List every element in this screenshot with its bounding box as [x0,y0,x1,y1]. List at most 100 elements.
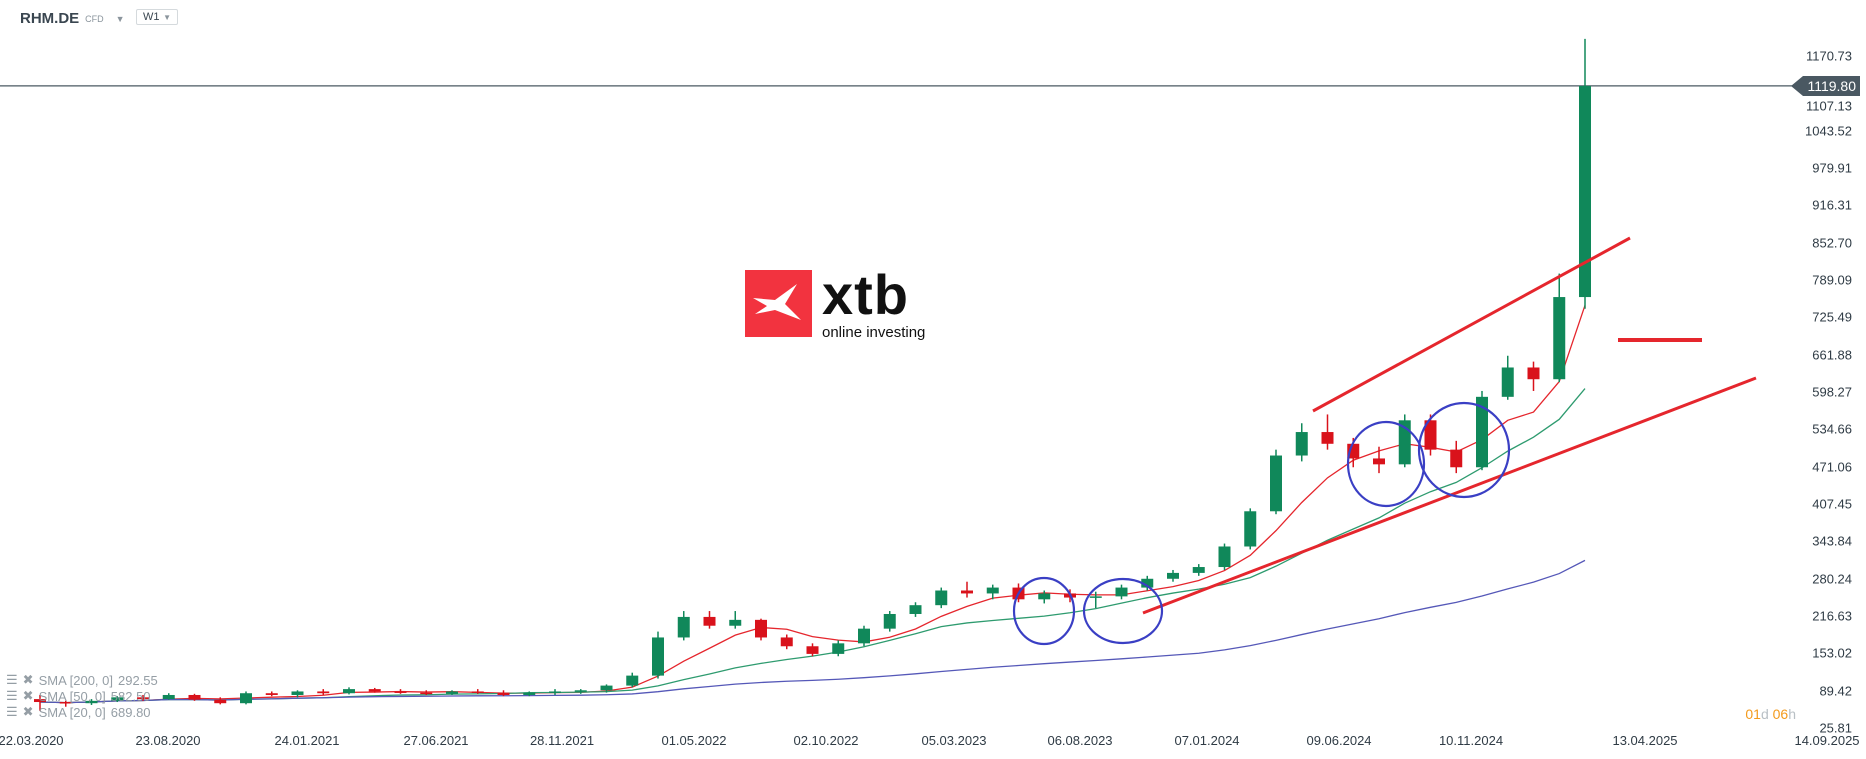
candle-body [652,637,664,676]
x-tick-label: 14.09.2025 [1794,733,1860,748]
y-tick-label: 534.66 [1812,421,1852,437]
x-tick-label: 01.05.2022 [661,733,727,748]
logo-tagline: online investing [822,324,926,341]
legend-sma200[interactable]: ☰ ✖ SMA [200, 0] 292.55 [6,672,158,688]
candle-body [1579,85,1591,298]
x-tick-label: 24.01.2021 [274,733,340,748]
sma-20-line [39,305,1586,704]
x-tick-label: 02.10.2022 [793,733,859,748]
close-icon[interactable]: ✖ [22,688,34,703]
legend-sma50[interactable]: ☰ ✖ SMA [50, 0] 582.50 [6,688,151,704]
candle-body [935,590,948,606]
countdown-days: 01 [1745,706,1761,722]
legend-label: SMA [200, 0] [38,672,113,688]
highlight-circle [1346,420,1426,508]
y-tick-label: 725.49 [1812,309,1852,325]
candle-body [420,692,433,695]
candle-body [34,699,46,703]
legend-label: SMA [50, 0] [38,688,106,704]
x-tick-label: 23.08.2020 [135,733,201,748]
x-tick-label: 27.06.2021 [403,733,469,748]
chevron-down-icon: ▼ [163,12,171,22]
candle-body [1321,432,1334,444]
close-icon[interactable]: ✖ [22,704,34,719]
candle-body [832,643,845,654]
x-tick-label: 09.06.2024 [1306,733,1372,748]
x-tick-label: 10.11.2024 [1438,733,1504,748]
candle-body [1527,367,1540,380]
candle-body [883,613,896,629]
candle-body [497,692,510,695]
x-tick-label: 13.04.2025 [1612,733,1678,748]
y-tick-label: 979.91 [1812,160,1852,176]
candle-body [240,693,252,704]
drag-handle-icon[interactable]: ☰ [6,672,18,687]
countdown-d: d [1760,706,1769,722]
y-tick-label: 89.42 [1819,683,1852,699]
candle-body [1424,420,1437,450]
candle-body [1553,297,1566,380]
x-tick-label: 28.11.2021 [529,733,595,748]
upper-trendline [1312,236,1631,413]
candle-body [317,691,330,694]
chevron-down-icon[interactable]: ▼ [115,13,125,24]
candle-body [343,689,355,694]
candle-body [162,694,175,700]
timeframe-select[interactable]: W1 ▼ [136,9,178,25]
countdown-hours: 06 [1772,706,1789,722]
close-icon[interactable]: ✖ [22,672,34,687]
candle-body [85,700,98,704]
candle-body [858,628,870,644]
candle-body [291,691,304,695]
candle-body [600,685,613,691]
candle-body [1270,455,1282,512]
symbol-name: RHM.DE [20,10,80,27]
current-price-tag: 1119.80 [1791,76,1860,96]
candle-body [446,691,458,694]
candle-body [574,690,587,692]
drag-handle-icon[interactable]: ☰ [6,704,18,719]
candle-body [1141,578,1154,588]
candle-body [729,619,742,626]
y-tick-label: 1170.73 [1805,48,1852,64]
candle-body [111,697,124,701]
symbol-header[interactable]: RHM.DE CFD ▼ [20,10,125,27]
y-tick-label: 280.24 [1812,571,1852,587]
y-tick-label: 852.70 [1812,235,1852,251]
candle-body [1089,596,1102,598]
candle-body [549,691,561,693]
candle-body [780,637,793,647]
candle-body [1167,572,1179,579]
candle-body [1244,511,1257,547]
candle-body [137,697,149,700]
legend-sma20[interactable]: ☰ ✖ SMA [20, 0] 689.80 [6,704,151,720]
x-tick-label: 05.03.2023 [921,733,987,748]
y-tick-label: 789.09 [1812,272,1852,288]
legend-value: 689.80 [110,704,151,720]
x-tick-label: 06.08.2023 [1047,733,1113,748]
candle-body [703,616,716,626]
y-tick-label: 471.06 [1812,459,1852,475]
legend-value: 582.50 [110,688,151,704]
drag-handle-icon[interactable]: ☰ [6,688,18,703]
y-tick-label: 661.88 [1812,347,1852,363]
legend-label: SMA [20, 0] [38,704,106,720]
candle-body [1115,587,1128,597]
x-tick-label: 22.03.2020 [0,733,64,748]
y-tick-label: 916.31 [1812,197,1852,213]
candle-body [1373,458,1385,465]
highlight-circle [1012,576,1076,646]
candle-body [626,675,639,686]
countdown-h: h [1788,706,1796,722]
candle-body [677,616,690,638]
candle-body [188,694,201,700]
y-tick-label: 598.27 [1812,384,1852,400]
candle-body [755,619,767,638]
instrument-type: CFD [85,13,104,24]
y-tick-label: 25.81 [1819,720,1852,736]
y-tick-label: 1043.52 [1805,123,1852,139]
xtb-logo: xtb online investing [745,267,926,341]
candle-body [1295,432,1308,456]
candle-body [59,702,72,704]
